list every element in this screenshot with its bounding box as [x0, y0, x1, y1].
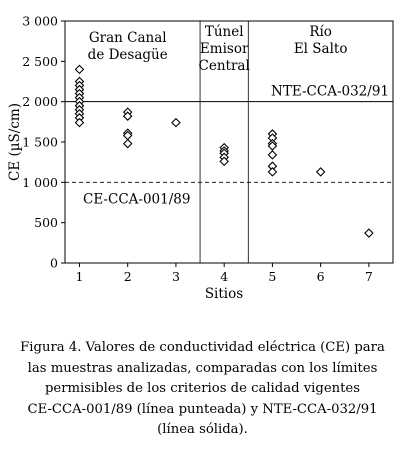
- y-tick-label: 0: [50, 256, 58, 271]
- y-tick-label: 1 000: [22, 175, 58, 190]
- data-point: [315, 167, 326, 177]
- group-label: El Salto: [294, 41, 348, 57]
- conductivity-chart: NTE-CCA-032/91 CE-CCA-001/89 Gran Canalde …: [7, 14, 394, 302]
- y-axis-title: CE (µS/cm): [7, 103, 23, 181]
- data-point: [267, 141, 278, 151]
- group-label: Túnel: [205, 24, 244, 40]
- data-point: [122, 138, 133, 149]
- x-tick-label: 2: [124, 269, 132, 284]
- data-point: [267, 167, 278, 177]
- x-tick-label: 3: [172, 269, 180, 284]
- caption-line: permisibles de los criterios de calidad …: [44, 381, 360, 396]
- data-point: [171, 117, 181, 128]
- caption-line: Figura 4. Valores de conductividad eléct…: [20, 340, 385, 355]
- caption-line: CE-CCA-001/89 (línea punteada) y NTE-CCA…: [27, 401, 378, 417]
- y-tick-label: 2 500: [22, 54, 58, 69]
- x-tick-label: 4: [220, 269, 228, 284]
- x-tick-label: 7: [365, 269, 373, 284]
- x-tick-label: 5: [268, 269, 276, 284]
- x-tick-label: 1: [75, 269, 83, 284]
- x-axis-title: Sitios: [205, 286, 243, 302]
- group-label: de Desagüe: [88, 47, 168, 63]
- y-tick-label: 3 000: [22, 14, 58, 29]
- data-point: [122, 111, 133, 121]
- data-point: [267, 150, 278, 160]
- data-point: [74, 117, 85, 128]
- group-label: Emisor: [200, 41, 249, 57]
- y-tick-label: 2 000: [22, 94, 58, 109]
- caption-line: las muestras analizadas, comparadas con …: [27, 360, 378, 376]
- y-tick-label: 1 500: [22, 135, 58, 150]
- group-label: Central: [199, 58, 250, 74]
- figure-caption: Figura 4. Valores de conductividad eléct…: [10, 338, 395, 441]
- group-label: Gran Canal: [89, 30, 167, 46]
- limit-label-solid: NTE-CCA-032/91: [271, 84, 389, 100]
- y-tick-label: 500: [34, 215, 58, 230]
- data-point: [364, 228, 374, 238]
- group-label: Río: [309, 24, 332, 40]
- data-point: [74, 64, 85, 75]
- data-point: [219, 156, 229, 167]
- x-tick-label: 6: [317, 269, 325, 284]
- limit-label-dashed: CE-CCA-001/89: [83, 191, 190, 207]
- caption-line: (línea sólida).: [157, 422, 248, 437]
